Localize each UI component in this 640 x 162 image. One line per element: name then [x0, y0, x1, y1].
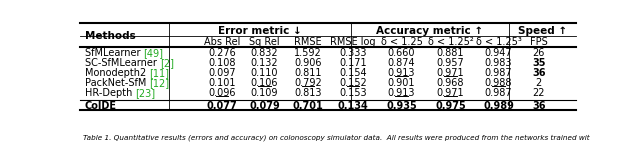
Text: 0.792: 0.792: [294, 78, 322, 88]
Text: 0.913: 0.913: [388, 68, 415, 78]
Text: 1.592: 1.592: [294, 48, 322, 58]
Text: 0.988: 0.988: [484, 78, 512, 88]
Text: 0.660: 0.660: [388, 48, 415, 58]
Text: [23]: [23]: [135, 88, 156, 98]
Text: Error metric ↓: Error metric ↓: [218, 26, 302, 36]
Text: Accuracy metric ↑: Accuracy metric ↑: [376, 26, 483, 36]
Text: [12]: [12]: [149, 78, 169, 88]
Text: Speed ↑: Speed ↑: [518, 26, 567, 36]
Text: 0.110: 0.110: [251, 68, 278, 78]
Text: 0.108: 0.108: [208, 58, 236, 68]
Text: 0.874: 0.874: [388, 58, 415, 68]
Text: RMSE: RMSE: [294, 37, 322, 47]
Text: 0.333: 0.333: [339, 48, 367, 58]
Text: 0.171: 0.171: [339, 58, 367, 68]
Text: 0.947: 0.947: [484, 48, 512, 58]
Text: 0.097: 0.097: [208, 68, 236, 78]
Text: 0.971: 0.971: [436, 88, 464, 98]
Text: 36: 36: [532, 68, 545, 78]
Text: [2]: [2]: [159, 58, 173, 68]
Text: δ < 1.25: δ < 1.25: [381, 37, 422, 47]
Text: 0.957: 0.957: [436, 58, 465, 68]
Text: [49]: [49]: [143, 48, 163, 58]
Text: 0.913: 0.913: [388, 88, 415, 98]
Text: δ < 1.25³: δ < 1.25³: [476, 37, 522, 47]
Text: 0.101: 0.101: [208, 78, 236, 88]
Text: 0.152: 0.152: [339, 78, 367, 88]
Text: 0.987: 0.987: [484, 68, 512, 78]
Text: 0.935: 0.935: [387, 101, 417, 111]
Text: 36: 36: [532, 101, 545, 111]
Text: SC-SfMLearner: SC-SfMLearner: [84, 58, 159, 68]
Text: SfMLearner: SfMLearner: [84, 48, 143, 58]
Text: 0.813: 0.813: [294, 88, 322, 98]
Text: 0.906: 0.906: [294, 58, 322, 68]
Text: 26: 26: [532, 48, 545, 58]
Text: 0.132: 0.132: [251, 58, 278, 68]
Text: 0.901: 0.901: [388, 78, 415, 88]
Text: 0.096: 0.096: [208, 88, 236, 98]
Text: ColDE: ColDE: [84, 101, 116, 111]
Text: 0.832: 0.832: [251, 48, 278, 58]
Text: 0.109: 0.109: [251, 88, 278, 98]
Text: 0.811: 0.811: [294, 68, 322, 78]
Text: RMSE log: RMSE log: [330, 37, 376, 47]
Text: 2: 2: [536, 78, 542, 88]
Text: 0.153: 0.153: [339, 88, 367, 98]
Text: 0.987: 0.987: [484, 88, 512, 98]
Text: 0.106: 0.106: [251, 78, 278, 88]
Text: [11]: [11]: [149, 68, 169, 78]
Text: FPS: FPS: [530, 37, 548, 47]
Text: 22: 22: [532, 88, 545, 98]
Text: 0.971: 0.971: [436, 68, 464, 78]
Text: 0.077: 0.077: [207, 101, 237, 111]
Text: PackNet-SfM: PackNet-SfM: [84, 78, 149, 88]
Text: δ < 1.25²: δ < 1.25²: [428, 37, 474, 47]
Text: Monodepth2: Monodepth2: [84, 68, 149, 78]
Text: 0.975: 0.975: [435, 101, 466, 111]
Text: 0.134: 0.134: [337, 101, 368, 111]
Text: 0.968: 0.968: [436, 78, 464, 88]
Text: 0.701: 0.701: [292, 101, 323, 111]
Text: 0.983: 0.983: [484, 58, 512, 68]
Text: Abs Rel: Abs Rel: [204, 37, 240, 47]
Text: 35: 35: [532, 58, 545, 68]
Text: 0.276: 0.276: [208, 48, 236, 58]
Text: 0.079: 0.079: [249, 101, 280, 111]
Text: HR-Depth: HR-Depth: [84, 88, 135, 98]
Text: Sq Rel: Sq Rel: [249, 37, 280, 47]
Text: 0.989: 0.989: [483, 101, 514, 111]
Text: 0.881: 0.881: [436, 48, 464, 58]
Text: Table 1. Quantitative results (errors and accuracy) on colonoscopy simulator dat: Table 1. Quantitative results (errors an…: [83, 135, 589, 141]
Text: Methods: Methods: [84, 31, 136, 41]
Text: 0.154: 0.154: [339, 68, 367, 78]
